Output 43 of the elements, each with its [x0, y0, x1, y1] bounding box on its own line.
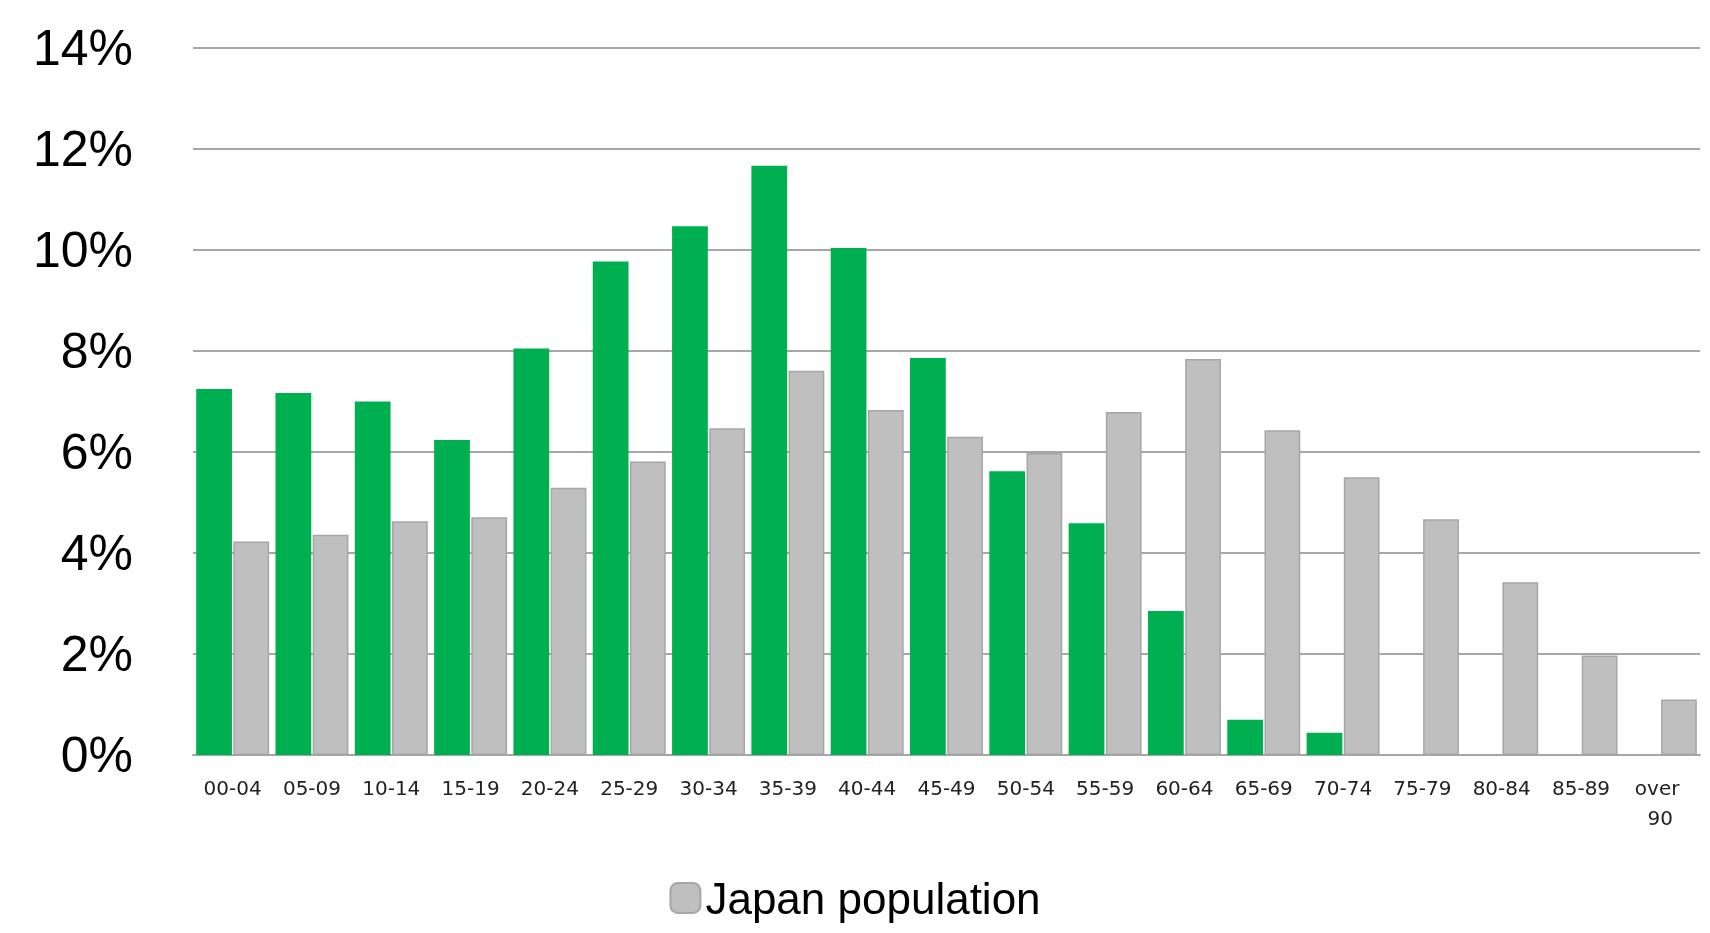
bar	[434, 439, 470, 755]
bar	[1068, 523, 1105, 755]
y-tick-label: 8%	[60, 323, 133, 379]
bar	[751, 165, 788, 755]
y-tick-label: 14%	[32, 20, 133, 76]
bar	[1306, 732, 1343, 755]
y-tick-label: 4%	[60, 525, 133, 581]
x-tick-label: 60-64	[1155, 776, 1214, 800]
x-tick-label: 30-34	[679, 776, 738, 800]
x-tick-label: over 90	[1634, 776, 1686, 830]
bar	[830, 247, 867, 755]
x-tick-label: 40-44	[838, 776, 897, 800]
bar	[1227, 719, 1264, 755]
bar	[1147, 611, 1184, 755]
bar	[275, 392, 312, 755]
x-tick-label: 10-14	[362, 776, 421, 800]
bar	[910, 358, 946, 755]
legend-label: Japan population	[705, 873, 1041, 923]
x-tick-label: 20-24	[520, 776, 579, 800]
x-tick-label: 00-04	[203, 776, 262, 800]
x-tick-label: 35-39	[758, 776, 817, 800]
bar	[672, 226, 708, 755]
x-tick-label: 15-19	[441, 776, 500, 800]
bar	[196, 388, 232, 755]
y-tick-label: 2%	[60, 626, 133, 682]
x-tick-label: 05-09	[282, 776, 342, 800]
bar	[592, 261, 629, 755]
x-tick-label: 80-84	[1472, 776, 1531, 800]
x-tick-label: 50-54	[996, 776, 1055, 800]
y-tick-label: 0%	[60, 727, 133, 783]
bar	[989, 471, 1026, 755]
x-tick-label: 75-79	[1393, 776, 1452, 800]
x-tick-label: 45-49	[917, 776, 976, 800]
x-tick-label: 85-89	[1551, 776, 1611, 800]
y-tick-label: 10%	[32, 222, 133, 278]
x-tick-label: 25-29	[600, 776, 659, 800]
bar	[354, 401, 391, 755]
bar	[513, 348, 550, 755]
x-tick-label: 65-69	[1234, 776, 1293, 800]
x-tick-label: 70-74	[1314, 776, 1373, 800]
x-tick-label: 55-59	[1076, 776, 1135, 800]
y-tick-label: 6%	[60, 424, 133, 480]
y-tick-label: 12%	[32, 121, 133, 177]
